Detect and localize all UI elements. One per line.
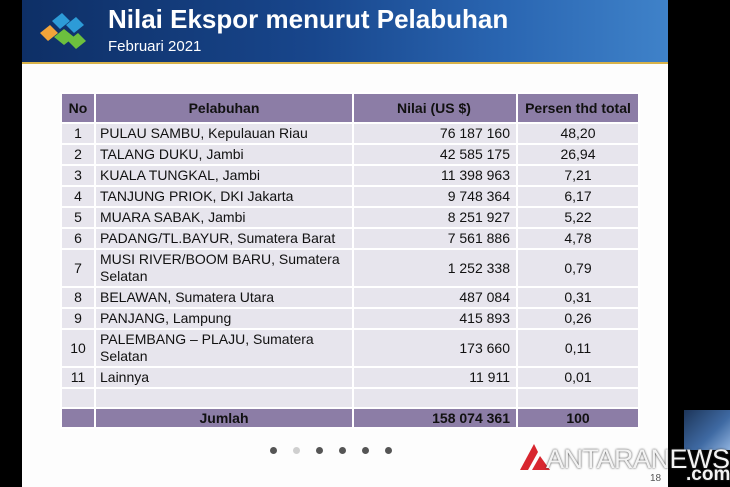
export-value: 76 187 160	[352, 122, 518, 145]
row-number: 2	[60, 143, 96, 166]
column-header-no: No	[60, 92, 96, 124]
port-name: PANJANG, Lampung	[94, 307, 354, 330]
slide-title: Nilai Ekspor menurut Pelabuhan	[108, 4, 509, 34]
antara-logo-icon	[520, 444, 550, 470]
share-percent: 5,22	[516, 206, 640, 229]
pagination-dot-active[interactable]	[293, 447, 300, 454]
export-value: 1 252 338	[352, 248, 518, 288]
share-percent: 26,94	[516, 143, 640, 166]
share-percent: 0,31	[516, 286, 640, 309]
export-value: 42 585 175	[352, 143, 518, 166]
total-label: Jumlah	[94, 407, 354, 429]
port-name: PULAU SAMBU, Kepulauan Riau	[94, 122, 354, 145]
table-row: 3 KUALA TUNGKAL, Jambi 11 398 963 7,21	[60, 164, 640, 187]
table-row: 4 TANJUNG PRIOK, DKI Jakarta 9 748 364 6…	[60, 185, 640, 208]
pagination-dot[interactable]	[385, 447, 392, 454]
port-name: KUALA TUNGKAL, Jambi	[94, 164, 354, 187]
row-number: 8	[60, 286, 96, 309]
watermark-suffix: .com	[686, 464, 730, 485]
row-number: 9	[60, 307, 96, 330]
pagination-dot[interactable]	[362, 447, 369, 454]
pagination-dot[interactable]	[339, 447, 346, 454]
row-number: 6	[60, 227, 96, 250]
total-value: 158 074 361	[352, 407, 518, 429]
share-percent: 48,20	[516, 122, 640, 145]
table-row: 10 PALEMBANG – PLAJU, Sumatera Selatan 1…	[60, 328, 640, 368]
export-value: 415 893	[352, 307, 518, 330]
export-ports-table: No Pelabuhan Nilai (US $) Persen thd tot…	[60, 92, 640, 429]
table-header-row: No Pelabuhan Nilai (US $) Persen thd tot…	[60, 92, 640, 124]
column-header-value: Nilai (US $)	[352, 92, 518, 124]
slide-pagination	[270, 447, 392, 454]
share-percent: 0,11	[516, 328, 640, 368]
row-number: 4	[60, 185, 96, 208]
table-row: 7 MUSI RIVER/BOOM BARU, Sumatera Selatan…	[60, 248, 640, 288]
port-name: TANJUNG PRIOK, DKI Jakarta	[94, 185, 354, 208]
table-spacer-row	[60, 387, 640, 409]
table-row: 5 MUARA SABAK, Jambi 8 251 927 5,22	[60, 206, 640, 229]
table-row: 6 PADANG/TL.BAYUR, Sumatera Barat 7 561 …	[60, 227, 640, 250]
slide-header	[22, 0, 668, 62]
table-row: 2 TALANG DUKU, Jambi 42 585 175 26,94	[60, 143, 640, 166]
presenter-video-thumbnail	[684, 410, 730, 450]
total-percent: 100	[516, 407, 640, 429]
share-percent: 6,17	[516, 185, 640, 208]
share-percent: 0,79	[516, 248, 640, 288]
column-header-percent: Persen thd total	[516, 92, 640, 124]
port-name: Lainnya	[94, 366, 354, 389]
slide-page-number: 18	[650, 473, 662, 484]
port-name: MUARA SABAK, Jambi	[94, 206, 354, 229]
export-value: 7 561 886	[352, 227, 518, 250]
row-number: 5	[60, 206, 96, 229]
pagination-dot[interactable]	[316, 447, 323, 454]
share-percent: 0,26	[516, 307, 640, 330]
share-percent: 7,21	[516, 164, 640, 187]
slide-subtitle: Februari 2021	[108, 38, 202, 55]
share-percent: 4,78	[516, 227, 640, 250]
row-number: 3	[60, 164, 96, 187]
row-number: 11	[60, 366, 96, 389]
watermark-brand: ANTARANEWS	[546, 444, 730, 474]
presentation-slide: Nilai Ekspor menurut Pelabuhan Februari …	[22, 0, 668, 487]
column-header-port: Pelabuhan	[94, 92, 354, 124]
table-row: 11 Lainnya 11 911 0,01	[60, 366, 640, 389]
antaranews-watermark: ANTARANEWS .com	[508, 436, 730, 485]
port-name: PALEMBANG – PLAJU, Sumatera Selatan	[94, 328, 354, 368]
export-value: 11 911	[352, 366, 518, 389]
export-value: 487 084	[352, 286, 518, 309]
table-total-row: Jumlah 158 074 361 100	[60, 407, 640, 429]
export-value: 11 398 963	[352, 164, 518, 187]
header-divider	[22, 62, 668, 64]
port-name: PADANG/TL.BAYUR, Sumatera Barat	[94, 227, 354, 250]
table-row: 9 PANJANG, Lampung 415 893 0,26	[60, 307, 640, 330]
row-number: 1	[60, 122, 96, 145]
pagination-dot[interactable]	[270, 447, 277, 454]
port-name: MUSI RIVER/BOOM BARU, Sumatera Selatan	[94, 248, 354, 288]
table-row: 1 PULAU SAMBU, Kepulauan Riau 76 187 160…	[60, 122, 640, 145]
table-row: 8 BELAWAN, Sumatera Utara 487 084 0,31	[60, 286, 640, 309]
export-value: 8 251 927	[352, 206, 518, 229]
port-name: TALANG DUKU, Jambi	[94, 143, 354, 166]
export-value: 173 660	[352, 328, 518, 368]
port-name: BELAWAN, Sumatera Utara	[94, 286, 354, 309]
row-number: 10	[60, 328, 96, 368]
row-number: 7	[60, 248, 96, 288]
share-percent: 0,01	[516, 366, 640, 389]
export-value: 9 748 364	[352, 185, 518, 208]
bps-logo-icon	[40, 13, 86, 49]
